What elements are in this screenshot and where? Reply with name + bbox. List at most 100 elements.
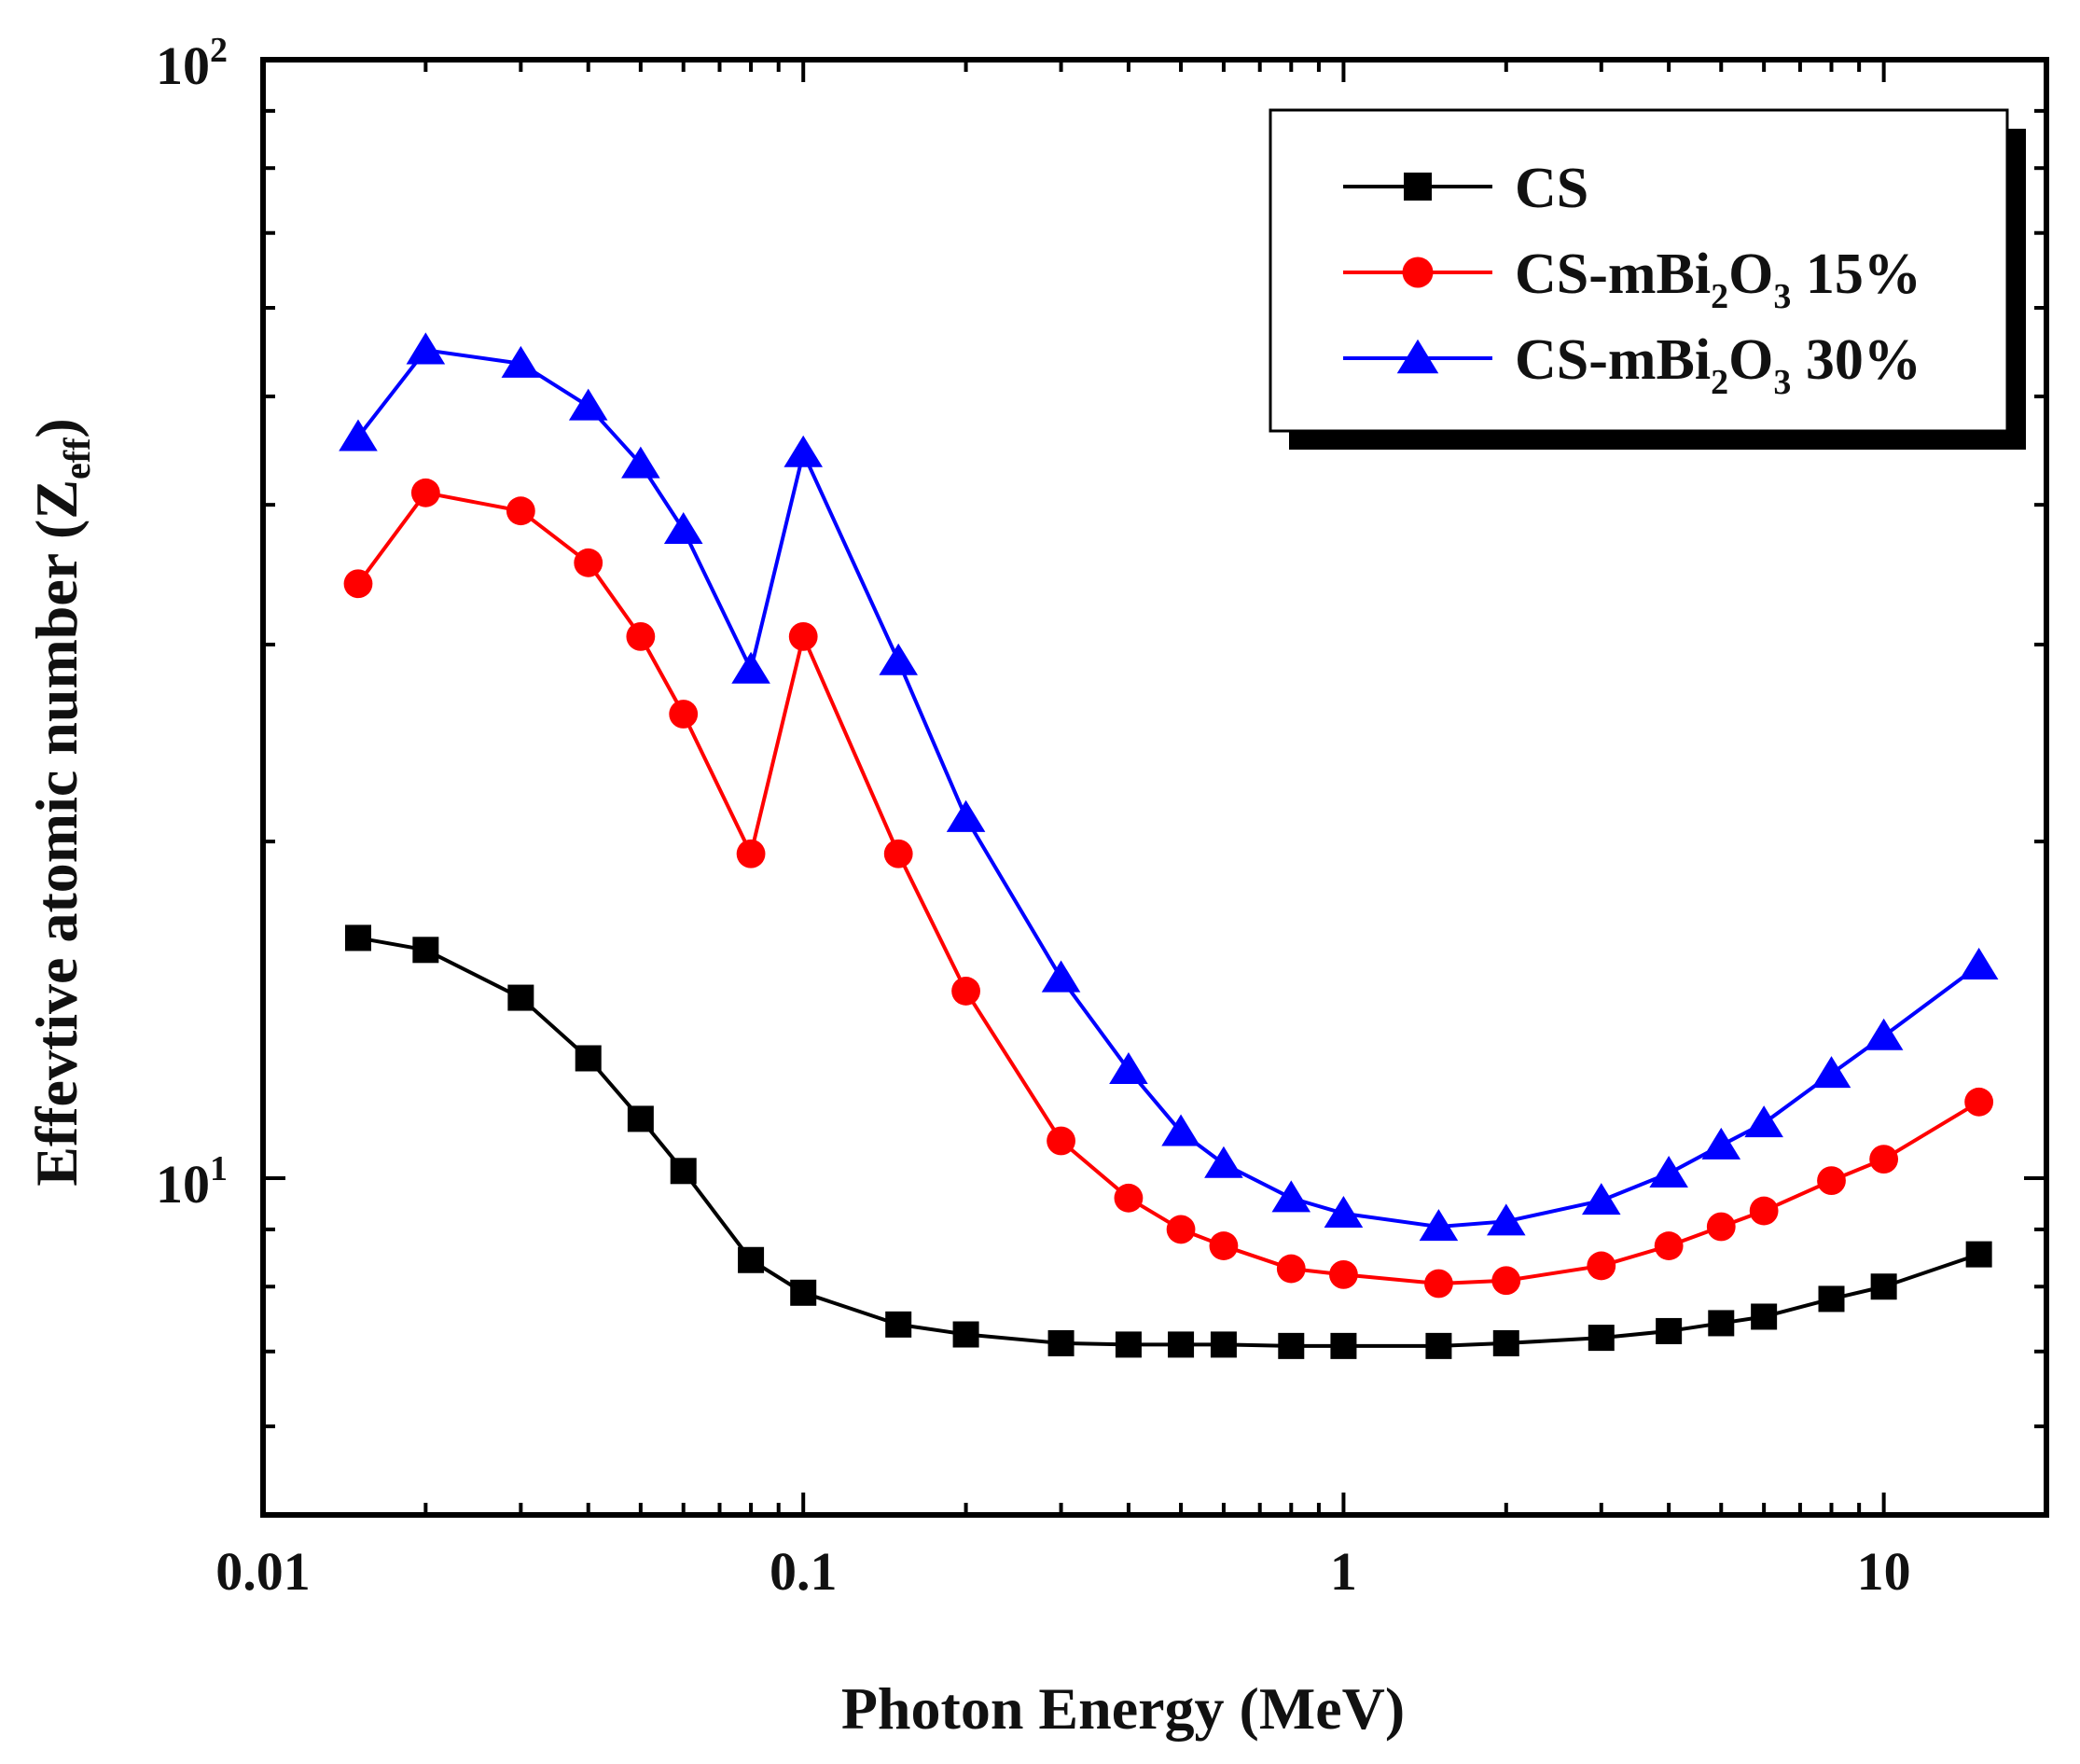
data-point-2	[339, 419, 378, 451]
data-point-0	[1751, 1303, 1778, 1330]
data-point-0	[1965, 1241, 1992, 1268]
y-axis-title-sub: eff	[56, 438, 98, 479]
legend-label-part: CS-mBi	[1515, 243, 1711, 306]
data-point-2	[946, 799, 986, 832]
y-tick-label: 102	[156, 31, 228, 96]
series-markers	[339, 332, 1999, 1359]
data-point-2	[1109, 1051, 1148, 1084]
data-point-1	[736, 839, 766, 868]
y-tick-label: 101	[156, 1149, 228, 1215]
legend-marker	[1404, 173, 1432, 201]
data-point-1	[1491, 1266, 1521, 1296]
legend-marker	[1396, 339, 1439, 374]
data-point-0	[1708, 1310, 1735, 1337]
x-tick-label: 0.01	[215, 1541, 311, 1602]
data-point-2	[1744, 1105, 1783, 1138]
data-point-1	[410, 478, 440, 507]
data-point-0	[1492, 1329, 1519, 1356]
data-point-0	[1168, 1331, 1195, 1358]
data-point-2	[1204, 1146, 1243, 1178]
y-axis-title-main: Effevtive atomic number (Z	[23, 479, 90, 1187]
data-point-0	[1588, 1325, 1615, 1352]
legend-label-sub: 3	[1773, 363, 1791, 402]
legend-label-sub: 2	[1711, 277, 1728, 316]
legend-label-part: 30%	[1791, 328, 1921, 392]
legend-label-sub: 2	[1711, 363, 1728, 402]
data-point-1	[1749, 1196, 1779, 1226]
legend-label-part: CS-mBi	[1515, 328, 1711, 392]
data-point-2	[1581, 1183, 1621, 1215]
data-point-0	[885, 1311, 912, 1338]
data-point-1	[626, 621, 656, 651]
data-point-1	[1276, 1254, 1306, 1284]
data-point-2	[1324, 1195, 1364, 1228]
y-tick-exponent: 1	[210, 1149, 228, 1188]
data-point-2	[406, 332, 446, 365]
data-point-0	[1870, 1273, 1897, 1300]
data-point-2	[621, 446, 660, 479]
data-point-0	[1047, 1329, 1075, 1356]
data-point-0	[412, 937, 439, 964]
legend-label-part: O	[1728, 328, 1773, 392]
y-axis-title-close: )	[23, 418, 90, 438]
data-point-0	[1115, 1331, 1142, 1358]
data-point-0	[1210, 1331, 1237, 1358]
data-point-0	[575, 1045, 602, 1072]
data-point-2	[1649, 1155, 1688, 1188]
data-point-1	[1166, 1215, 1196, 1244]
data-point-0	[1330, 1332, 1357, 1359]
x-tick-label: 10	[1857, 1541, 1911, 1602]
legend-label-sub: 3	[1773, 277, 1791, 316]
data-point-2	[1271, 1180, 1311, 1213]
data-point-0	[344, 924, 371, 951]
y-tick-exponent: 2	[210, 31, 228, 70]
data-point-2	[1041, 960, 1081, 993]
data-point-1	[1209, 1231, 1239, 1260]
data-point-1	[1587, 1251, 1616, 1281]
data-point-0	[507, 984, 534, 1011]
data-point-2	[663, 511, 703, 544]
data-point-2	[783, 435, 824, 467]
data-point-0	[790, 1279, 817, 1306]
data-point-1	[1329, 1259, 1358, 1289]
legend-label: CS-mBi2O3 30%	[1515, 328, 1921, 402]
data-point-0	[1818, 1285, 1845, 1313]
data-point-2	[1959, 947, 1999, 979]
data-point-0	[1425, 1332, 1452, 1359]
data-point-2	[731, 651, 770, 684]
data-point-1	[669, 700, 699, 729]
y-tick-base: 10	[156, 35, 210, 96]
data-point-1	[1654, 1231, 1684, 1260]
data-point-2	[1419, 1209, 1459, 1242]
legend-label-part: O	[1728, 243, 1773, 306]
data-point-1	[883, 839, 913, 868]
data-point-1	[1817, 1166, 1846, 1196]
data-point-0	[670, 1158, 697, 1185]
data-point-2	[879, 643, 918, 675]
legend-label-part: CS	[1515, 157, 1588, 220]
data-point-1	[1869, 1145, 1899, 1174]
data-point-2	[1811, 1056, 1851, 1089]
axis-ticks	[261, 58, 2048, 1517]
legend-label: CS-mBi2O3 15%	[1515, 243, 1921, 316]
legend-marker	[1402, 257, 1434, 288]
legend-label: CS	[1515, 157, 1588, 220]
data-point-1	[1706, 1212, 1736, 1242]
data-point-2	[1701, 1127, 1741, 1160]
data-point-2	[1486, 1203, 1526, 1236]
data-point-1	[1424, 1269, 1453, 1299]
data-point-0	[1656, 1317, 1683, 1344]
data-point-1	[788, 621, 818, 651]
legend-label-part: 15%	[1791, 243, 1921, 306]
data-point-0	[738, 1246, 765, 1273]
data-point-2	[1864, 1018, 1904, 1050]
x-tick-label: 1	[1330, 1541, 1357, 1602]
y-tick-base: 10	[156, 1154, 210, 1215]
data-point-1	[574, 548, 603, 577]
x-axis-title: Photon Energy (MeV)	[841, 1675, 1405, 1742]
y-axis-title: Effevtive atomic number (Zeff)	[23, 418, 98, 1187]
data-point-2	[568, 388, 608, 421]
data-point-1	[506, 496, 535, 526]
